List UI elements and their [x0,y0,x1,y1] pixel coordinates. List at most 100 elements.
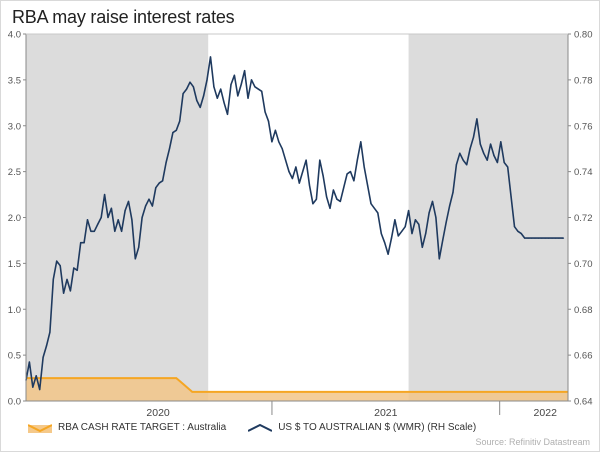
aud-point [384,242,386,244]
aud-point [455,164,458,166]
aud-point [185,88,188,90]
aud-point [281,148,283,150]
aud-point [302,171,304,173]
aud-point [527,237,529,239]
aud-point [513,226,516,228]
aud-point [134,258,136,260]
aud-point [507,166,509,168]
aud-point [220,88,222,90]
aud-point [271,141,273,143]
aud-point [131,219,133,221]
aud-point [206,79,208,81]
aud-point [489,143,492,145]
aud-point [192,86,194,88]
right-tick-label: 0.70 [574,259,593,270]
aud-point [411,232,413,235]
aud-point [199,106,201,108]
aud-point [435,216,437,219]
aud-point [110,207,112,209]
aud-point [305,159,307,161]
aud-point [534,237,536,239]
aud-point [240,83,242,86]
right-tick-label: 0.76 [574,121,593,132]
aud-point [537,237,539,239]
cash-rate-area [26,377,568,401]
aud-point [175,129,177,131]
aud-point [346,173,348,175]
aud-point [189,81,191,83]
aud-point [45,345,48,347]
aud-point [500,141,502,143]
aud-point [244,70,246,72]
aud-point [285,159,287,161]
x-axis-ticks: 2020 2021 2022 [146,401,557,419]
aud-point [315,198,317,200]
right-tick-label: 0.64 [574,397,593,408]
aud-point [414,219,417,221]
aud-point [530,237,533,239]
aud-point [49,331,51,333]
aud-point [117,219,119,221]
aud-point [319,159,321,161]
legend-label-cash-rate: RBA CASH RATE TARGET : Australia [58,422,227,433]
aud-point [479,143,481,145]
aud-point [428,212,430,214]
aud-point [407,210,410,212]
aud-point [247,97,249,99]
aud-point [452,191,454,193]
aud-point [155,187,157,189]
aud-point [562,237,565,239]
aud-point [90,230,92,232]
aud-point [93,230,95,232]
aud-point [32,386,34,388]
aud-point [483,152,485,154]
aud-point [472,136,475,138]
aud-point [298,182,300,184]
left-tick-label: 1.5 [8,259,21,270]
aud-point [237,95,239,97]
aud-point [213,86,215,88]
aud-point [66,278,68,281]
aud-point [230,83,232,86]
left-tick-label: 1.0 [8,305,21,316]
aud-point [223,102,225,104]
aud-point [339,200,341,203]
aud-point [343,187,345,189]
aud-point [329,207,331,209]
aud-point [141,216,143,219]
right-tick-label: 0.72 [574,213,593,224]
aud-point [148,198,150,200]
aud-point [360,141,362,143]
aud-point [69,290,72,292]
aud-point [431,200,434,203]
aud-point [254,86,256,88]
aud-point [493,154,495,157]
aud-point [448,205,451,207]
cash-rate-line [26,377,568,393]
right-tick-label: 0.80 [574,30,593,41]
cash-rate-fill [26,378,568,401]
aud-point [28,361,31,363]
aud-point [356,159,358,161]
aud-point [380,232,382,235]
aud-point [312,203,314,205]
aud-point [503,161,505,164]
aud-point [332,189,335,191]
aud-point [103,193,106,196]
right-tick-label: 0.78 [574,75,593,86]
aud-point [353,180,355,182]
aud-point [363,166,365,168]
aud-point [216,97,218,99]
aud-point [196,99,198,102]
aud-point [442,239,444,242]
aud-point [418,223,420,225]
aud-point [548,237,550,239]
area-swatch-icon [28,423,52,433]
aud-point [162,180,164,182]
left-tick-label: 4.0 [8,30,21,41]
aud-point [39,388,41,391]
aud-point [182,93,184,95]
right-tick-label: 0.66 [574,351,593,362]
aud-point [107,216,109,219]
